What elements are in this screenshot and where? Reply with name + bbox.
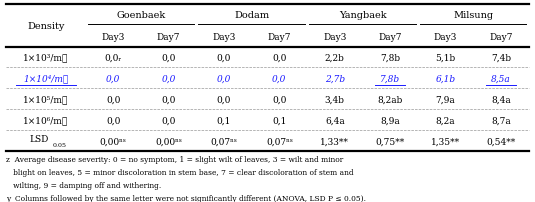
Text: LSD: LSD: [30, 134, 49, 143]
Text: Dodam: Dodam: [234, 12, 269, 20]
Text: 0,0ᵣ: 0,0ᵣ: [104, 53, 122, 62]
Text: 1×10³/mℓ: 1×10³/mℓ: [24, 53, 68, 62]
Text: Day3: Day3: [212, 33, 236, 42]
Text: 0,54**: 0,54**: [486, 137, 516, 145]
Text: 7,8b: 7,8b: [380, 74, 400, 83]
Text: 7,8b: 7,8b: [380, 53, 400, 62]
Text: 6,4a: 6,4a: [325, 116, 345, 125]
Text: 0,1: 0,1: [217, 116, 231, 125]
Text: 8,2ab: 8,2ab: [378, 95, 403, 104]
Text: y  Columns followed by the same letter were not significantly different (ANOVA, : y Columns followed by the same letter we…: [6, 194, 366, 202]
Text: 0,07ⁿˢ: 0,07ⁿˢ: [266, 137, 293, 145]
Text: Day3: Day3: [102, 33, 125, 42]
Text: 2,7b: 2,7b: [325, 74, 345, 83]
Text: 1×10⁵/mℓ: 1×10⁵/mℓ: [24, 95, 68, 104]
Text: 0,0: 0,0: [217, 74, 231, 83]
Text: Density: Density: [27, 22, 65, 31]
Text: 0,0: 0,0: [162, 74, 176, 83]
Text: Day7: Day7: [378, 33, 402, 42]
Text: Milsung: Milsung: [453, 12, 493, 20]
Text: 0,0: 0,0: [272, 53, 287, 62]
Text: 0,07ⁿˢ: 0,07ⁿˢ: [211, 137, 238, 145]
Text: Day7: Day7: [268, 33, 291, 42]
Text: wilting, 9 = damping off and withering.: wilting, 9 = damping off and withering.: [6, 181, 162, 189]
Text: 0,0: 0,0: [162, 95, 176, 104]
Text: 0,0: 0,0: [106, 74, 120, 83]
Text: 0,75**: 0,75**: [376, 137, 405, 145]
Text: 8,9a: 8,9a: [380, 116, 400, 125]
Text: 0,0: 0,0: [272, 95, 287, 104]
Text: 8,7a: 8,7a: [491, 116, 511, 125]
Text: 2,2b: 2,2b: [325, 53, 345, 62]
Text: 5,1b: 5,1b: [435, 53, 456, 62]
Text: Goenbaek: Goenbaek: [116, 12, 166, 20]
Text: Day7: Day7: [489, 33, 513, 42]
Text: 7,9a: 7,9a: [435, 95, 455, 104]
Text: 8,5a: 8,5a: [491, 74, 511, 83]
Text: 1×10⁴/mℓ: 1×10⁴/mℓ: [24, 74, 68, 83]
Text: 0,00ⁿˢ: 0,00ⁿˢ: [155, 137, 182, 145]
Text: 8,4a: 8,4a: [491, 95, 511, 104]
Text: 0,0: 0,0: [217, 95, 231, 104]
Text: Yangbaek: Yangbaek: [339, 12, 386, 20]
Text: 0,0: 0,0: [162, 116, 176, 125]
Text: 0,0: 0,0: [217, 53, 231, 62]
Text: blight on leaves, 5 = minor discoloration in stem base, 7 = clear discoloration : blight on leaves, 5 = minor discoloratio…: [6, 168, 354, 176]
Text: 1×10⁶/mℓ: 1×10⁶/mℓ: [24, 116, 68, 125]
Text: Day7: Day7: [157, 33, 180, 42]
Text: 0.05: 0.05: [52, 142, 66, 147]
Text: 0,0: 0,0: [272, 74, 287, 83]
Text: 8,2a: 8,2a: [435, 116, 455, 125]
Text: 1,33**: 1,33**: [320, 137, 349, 145]
Text: 7,4b: 7,4b: [491, 53, 511, 62]
Text: 0,1: 0,1: [272, 116, 287, 125]
Text: 0,0: 0,0: [106, 95, 120, 104]
Text: 1,35**: 1,35**: [431, 137, 460, 145]
Text: 6,1b: 6,1b: [435, 74, 456, 83]
Text: Day3: Day3: [434, 33, 457, 42]
Text: 0,00ⁿˢ: 0,00ⁿˢ: [100, 137, 127, 145]
Text: 0,0: 0,0: [106, 116, 120, 125]
Text: 3,4b: 3,4b: [325, 95, 345, 104]
Text: z  Average disease severity: 0 = no symptom, 1 = slight wilt of leaves, 3 = wilt: z Average disease severity: 0 = no sympt…: [6, 155, 343, 163]
Text: 0,0: 0,0: [162, 53, 176, 62]
Text: Day3: Day3: [323, 33, 347, 42]
